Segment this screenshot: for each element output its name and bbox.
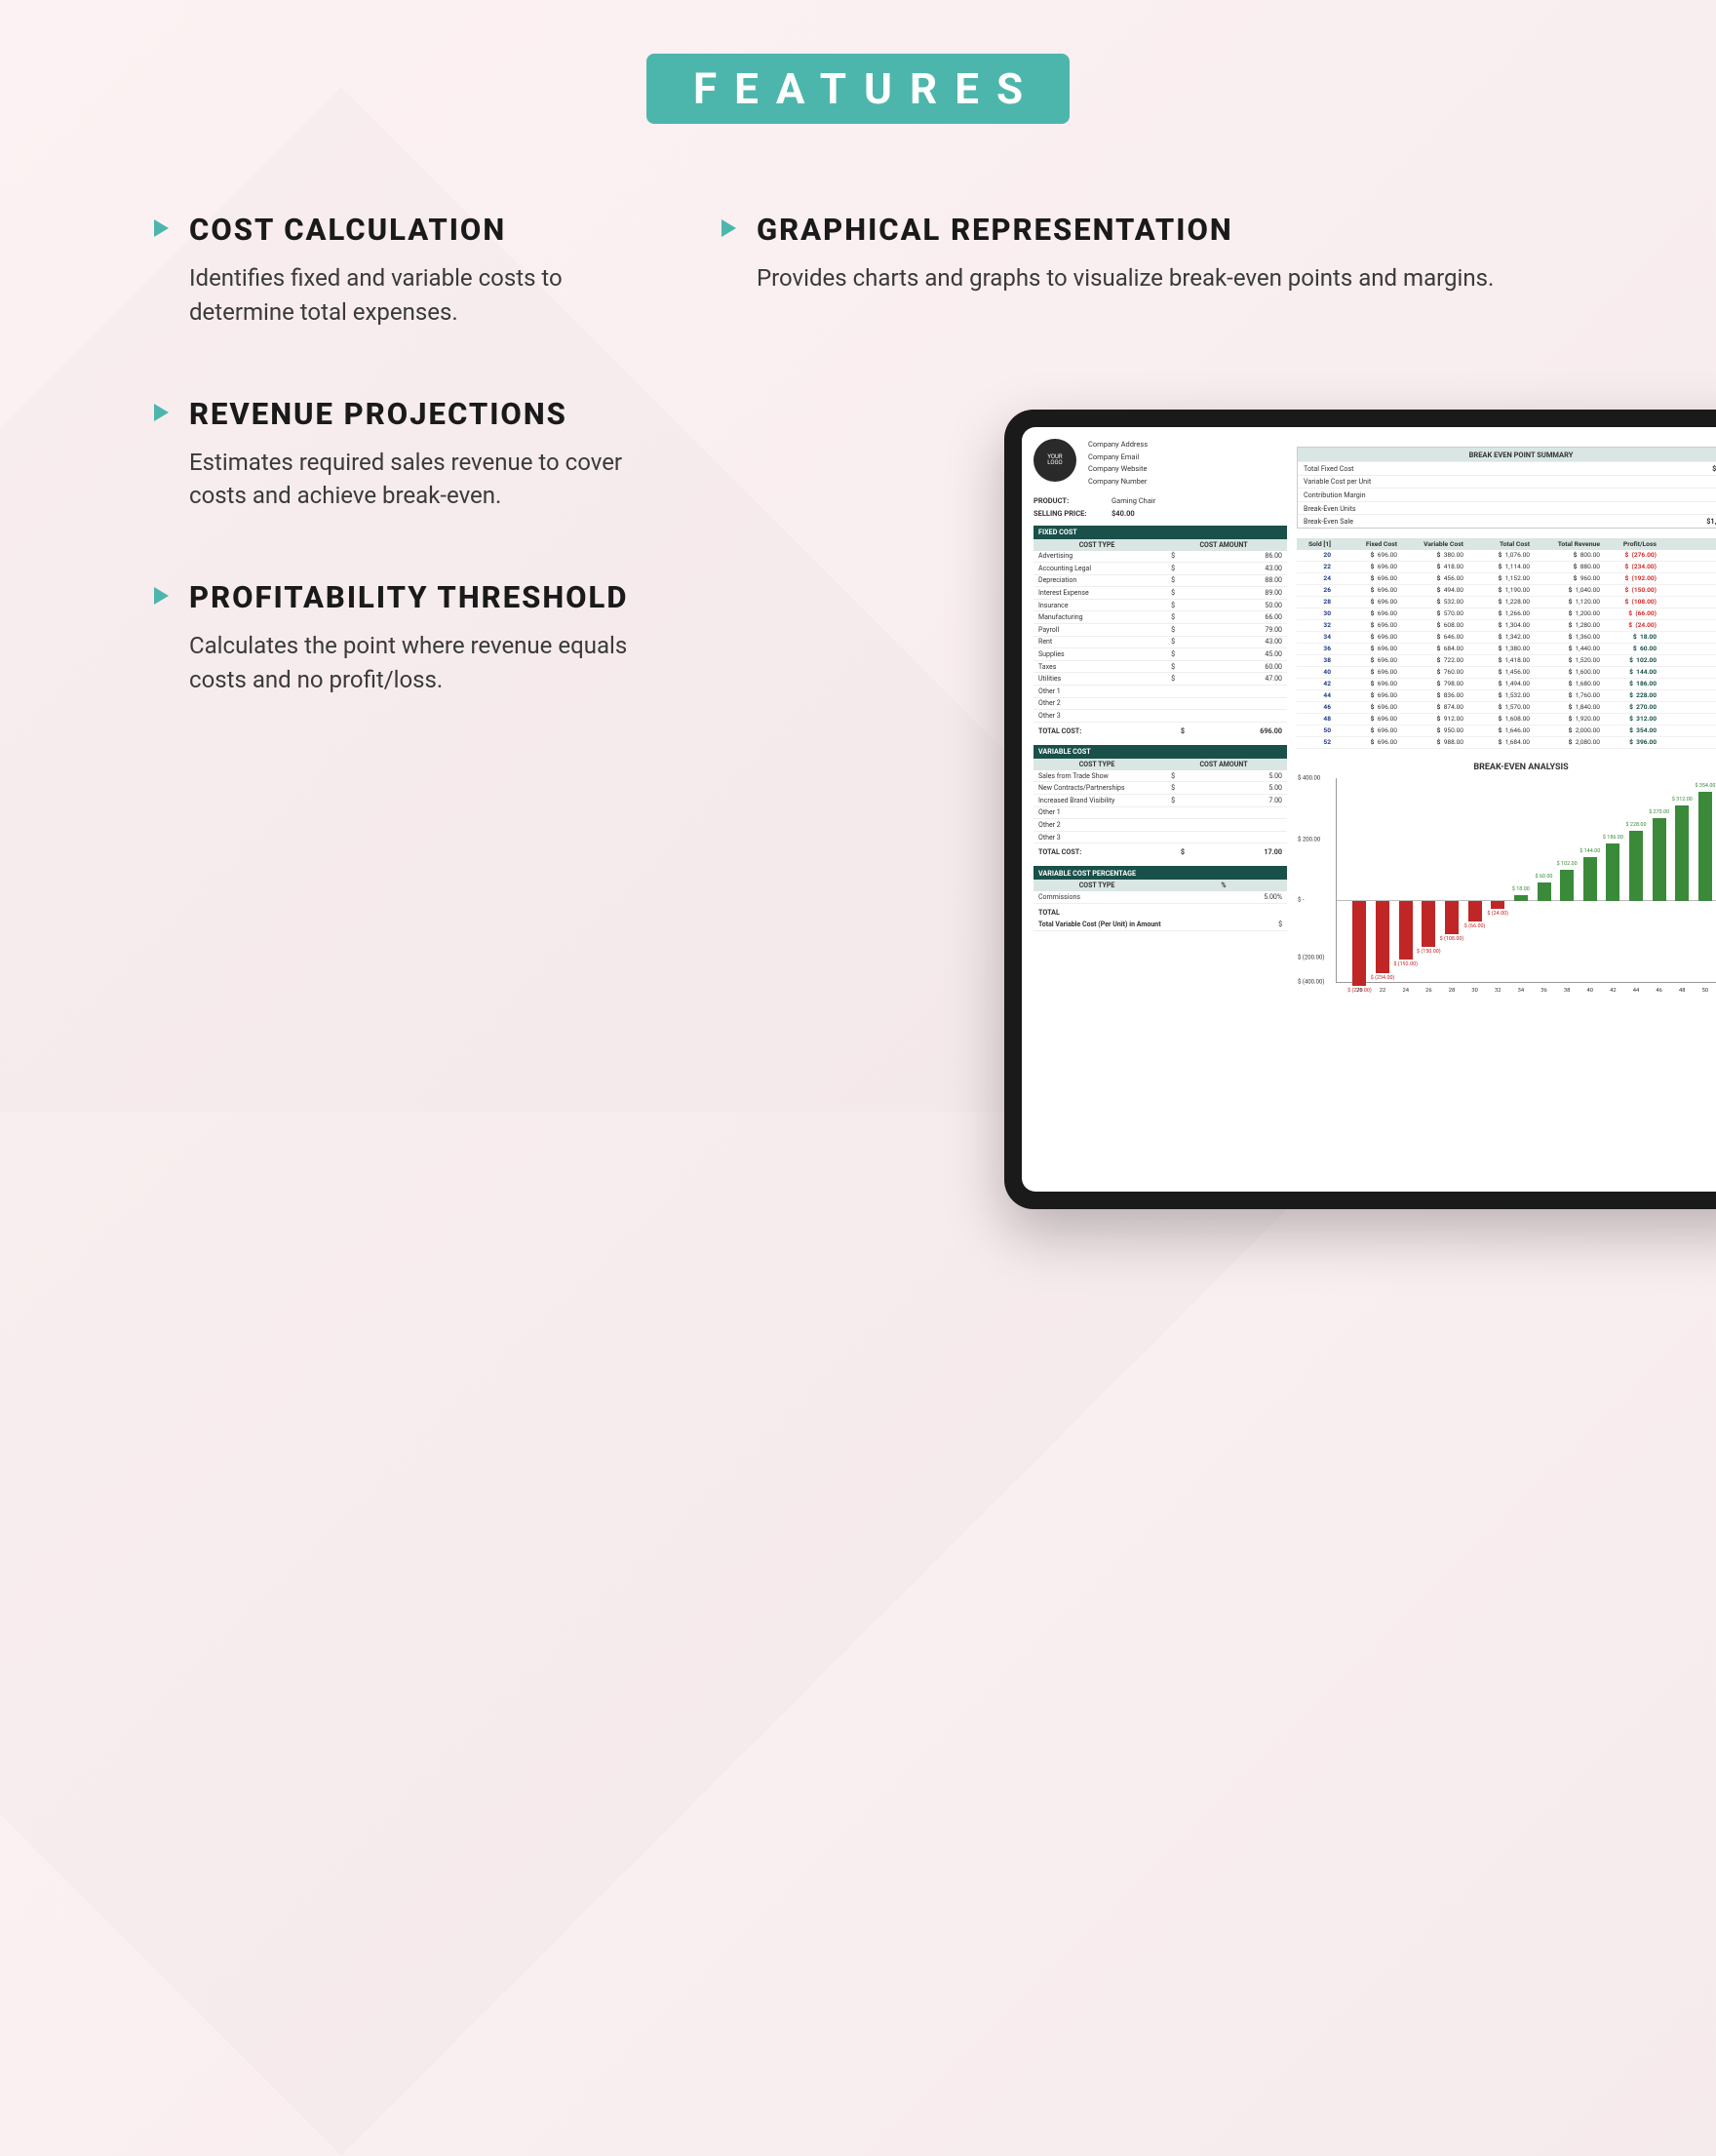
feature-title: GRAPHICAL REPRESENTATION [722, 212, 1589, 248]
feature-item: COST CALCULATION Identifies fixed and var… [154, 212, 653, 330]
cost-row: Manufacturing$66.00 [1034, 611, 1287, 624]
cost-row: Other 2 [1034, 698, 1287, 711]
cost-row: Taxes$60.00 [1034, 661, 1287, 674]
meta-line: Company Number [1088, 476, 1148, 488]
feature-desc: Identifies fixed and variable costs to d… [154, 261, 653, 330]
cost-row: Other 1 [1034, 686, 1287, 698]
fixed-cost-header: FIXED COST [1034, 526, 1287, 539]
feature-title: COST CALCULATION [154, 212, 653, 248]
tablet-mockup: YOURLOGOCompany AddressCompany EmailComp… [1004, 410, 1716, 1209]
meta-line: Company Address [1088, 439, 1148, 451]
feature-item: GRAPHICAL REPRESENTATION Provides charts … [722, 212, 1589, 295]
data-table: Sold [1]Fixed CostVariable CostTotal Cos… [1297, 538, 1716, 749]
cost-row: Rent$43.00 [1034, 637, 1287, 649]
meta-line: Company Email [1088, 451, 1148, 463]
feature-title: REVENUE PROJECTIONS [154, 396, 653, 432]
feature-desc: Provides charts and graphs to visualize … [722, 261, 1589, 295]
cost-row: Other 3 [1034, 710, 1287, 723]
cost-row: Utilities$47.00 [1034, 673, 1287, 686]
cost-row: Accounting Legal$43.00 [1034, 563, 1287, 575]
breakeven-chart: BREAK-EVEN ANALYSIS$ 400.00$ 200.00$ -$ … [1297, 763, 1716, 997]
feature-item: REVENUE PROJECTIONS Estimates required sa… [154, 396, 653, 514]
logo-placeholder: YOURLOGO [1034, 439, 1076, 482]
cost-row: Interest Expense$89.00 [1034, 587, 1287, 600]
cost-row: Advertising$86.00 [1034, 551, 1287, 564]
features-badge: FEATURES [646, 54, 1070, 124]
feature-title: PROFITABILITY THRESHOLD [154, 579, 653, 615]
cost-row: Insurance$50.00 [1034, 600, 1287, 612]
cost-row: Payroll$79.00 [1034, 624, 1287, 637]
cost-row: Supplies$45.00 [1034, 648, 1287, 661]
feature-desc: Calculates the point where revenue equal… [154, 629, 653, 697]
feature-item: PROFITABILITY THRESHOLD Calculates the po… [154, 579, 653, 697]
feature-desc: Estimates required sales revenue to cove… [154, 446, 653, 514]
summary-box: BREAK EVEN POINT SUMMARYTotal Fixed Cost… [1297, 447, 1716, 529]
cost-row: Depreciation$88.00 [1034, 575, 1287, 588]
meta-line: Company Website [1088, 463, 1148, 475]
